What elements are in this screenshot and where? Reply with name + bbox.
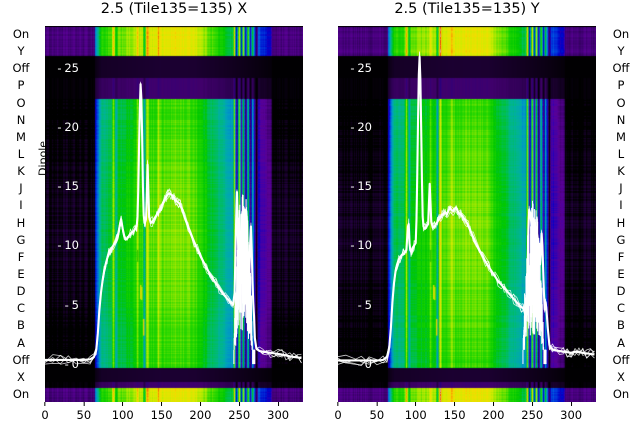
x-tick-250: 250 [228, 402, 250, 422]
outer-tick-right-i-10: I [619, 198, 623, 213]
outer-tick-right-k-8: K [617, 164, 625, 179]
outer-tick-left-b-17: B [17, 318, 25, 333]
x-tick-100: 100 [405, 402, 427, 422]
outer-y-ticks-right: On Y Off P O N M L K J I H G F E D C B A Off X On [604, 26, 638, 402]
outer-tick-left-a-18: A [17, 335, 25, 350]
x-tick-200: 200 [189, 402, 211, 422]
outer-tick-left-y-1: Y [17, 44, 25, 59]
outer-tick-left-e-14: E [17, 267, 25, 281]
panel-x-curve [45, 26, 303, 402]
outer-tick-left-i-10: I [19, 198, 23, 213]
outer-tick-right-c-16: C [616, 301, 626, 316]
outer-tick-right-d-15: D [616, 284, 626, 299]
outer-tick-right-a-18: A [617, 335, 625, 350]
panel-y-title: 2.5 (Tile135=135) Y [394, 1, 540, 17]
x-tick-100: 100 [112, 402, 134, 422]
x-tick-50: 50 [77, 402, 91, 422]
outer-tick-right-on-21: On [612, 387, 630, 401]
outer-tick-right-o-4: O [616, 95, 626, 110]
outer-tick-left-n-5: N [16, 112, 26, 127]
panel-x-title: 2.5 (Tile135=135) X [100, 1, 248, 17]
outer-tick-left-off-19: Off [12, 352, 30, 367]
panel-y[interactable]: 2.5 (Tile135=135) Y -0-5-10-15-20-25 0 50… [334, 1, 596, 422]
outer-tick-left-x-20: X [17, 369, 25, 384]
x-tick-300: 300 [560, 402, 582, 422]
outer-tick-left-g-12: G [16, 232, 26, 247]
outer-tick-left-l-7: L [17, 147, 25, 161]
outer-y-ticks-left: On Y Off P O N M L K J I H G F E D C B A Off X On [4, 26, 38, 402]
outer-tick-left-on-21: On [12, 387, 30, 401]
outer-tick-left-k-8: K [17, 164, 25, 179]
outer-tick-left-f-13: F [17, 249, 25, 264]
outer-tick-right-on-0: On [612, 27, 630, 41]
outer-tick-right-e-14: E [617, 267, 625, 281]
panel-x-x-axis: 0 50 100 150 200 250 300 [41, 402, 303, 432]
outer-tick-right-y-1: Y [617, 44, 625, 59]
x-tick-200: 200 [482, 402, 504, 422]
outer-tick-right-j-9: J [619, 181, 623, 196]
outer-tick-right-x-20: X [617, 369, 625, 384]
panel-y-plot-area[interactable] [338, 26, 596, 402]
outer-tick-right-b-17: B [617, 318, 625, 333]
outer-tick-right-n-5: N [616, 112, 626, 127]
outer-tick-left-off-2: Off [12, 61, 30, 76]
x-tick-300: 300 [267, 402, 289, 422]
x-tick-150: 150 [151, 402, 173, 422]
outer-tick-left-h-11: H [16, 215, 26, 230]
outer-tick-left-j-9: J [19, 181, 23, 196]
outer-tick-right-g-12: G [616, 232, 626, 247]
outer-tick-right-off-2: Off [612, 61, 630, 76]
outer-tick-left-o-4: O [16, 95, 26, 110]
outer-tick-right-f-13: F [617, 249, 625, 264]
x-tick-0: 0 [41, 402, 49, 422]
outer-tick-left-p-3: P [17, 78, 25, 93]
x-tick-150: 150 [444, 402, 466, 422]
outer-tick-left-d-15: D [16, 284, 26, 299]
panel-y-curve [338, 26, 596, 402]
outer-tick-left-on-0: On [12, 27, 30, 41]
x-tick-250: 250 [521, 402, 543, 422]
outer-tick-right-m-6: M [616, 129, 626, 144]
panel-x[interactable]: 2.5 (Tile135=135) X -0-5-10-15-20-25 0 50… [41, 1, 303, 422]
outer-tick-right-l-7: L [617, 147, 625, 161]
outer-tick-right-h-11: H [616, 215, 626, 230]
outer-tick-left-m-6: M [16, 129, 26, 144]
panel-y-x-axis: 0 50 100 150 200 250 300 [334, 402, 596, 432]
x-tick-50: 50 [370, 402, 384, 422]
outer-tick-right-p-3: P [617, 78, 625, 93]
outer-tick-right-off-19: Off [612, 352, 630, 367]
x-tick-0: 0 [334, 402, 342, 422]
outer-tick-left-c-16: C [16, 301, 26, 316]
panel-x-plot-area[interactable] [45, 26, 303, 402]
